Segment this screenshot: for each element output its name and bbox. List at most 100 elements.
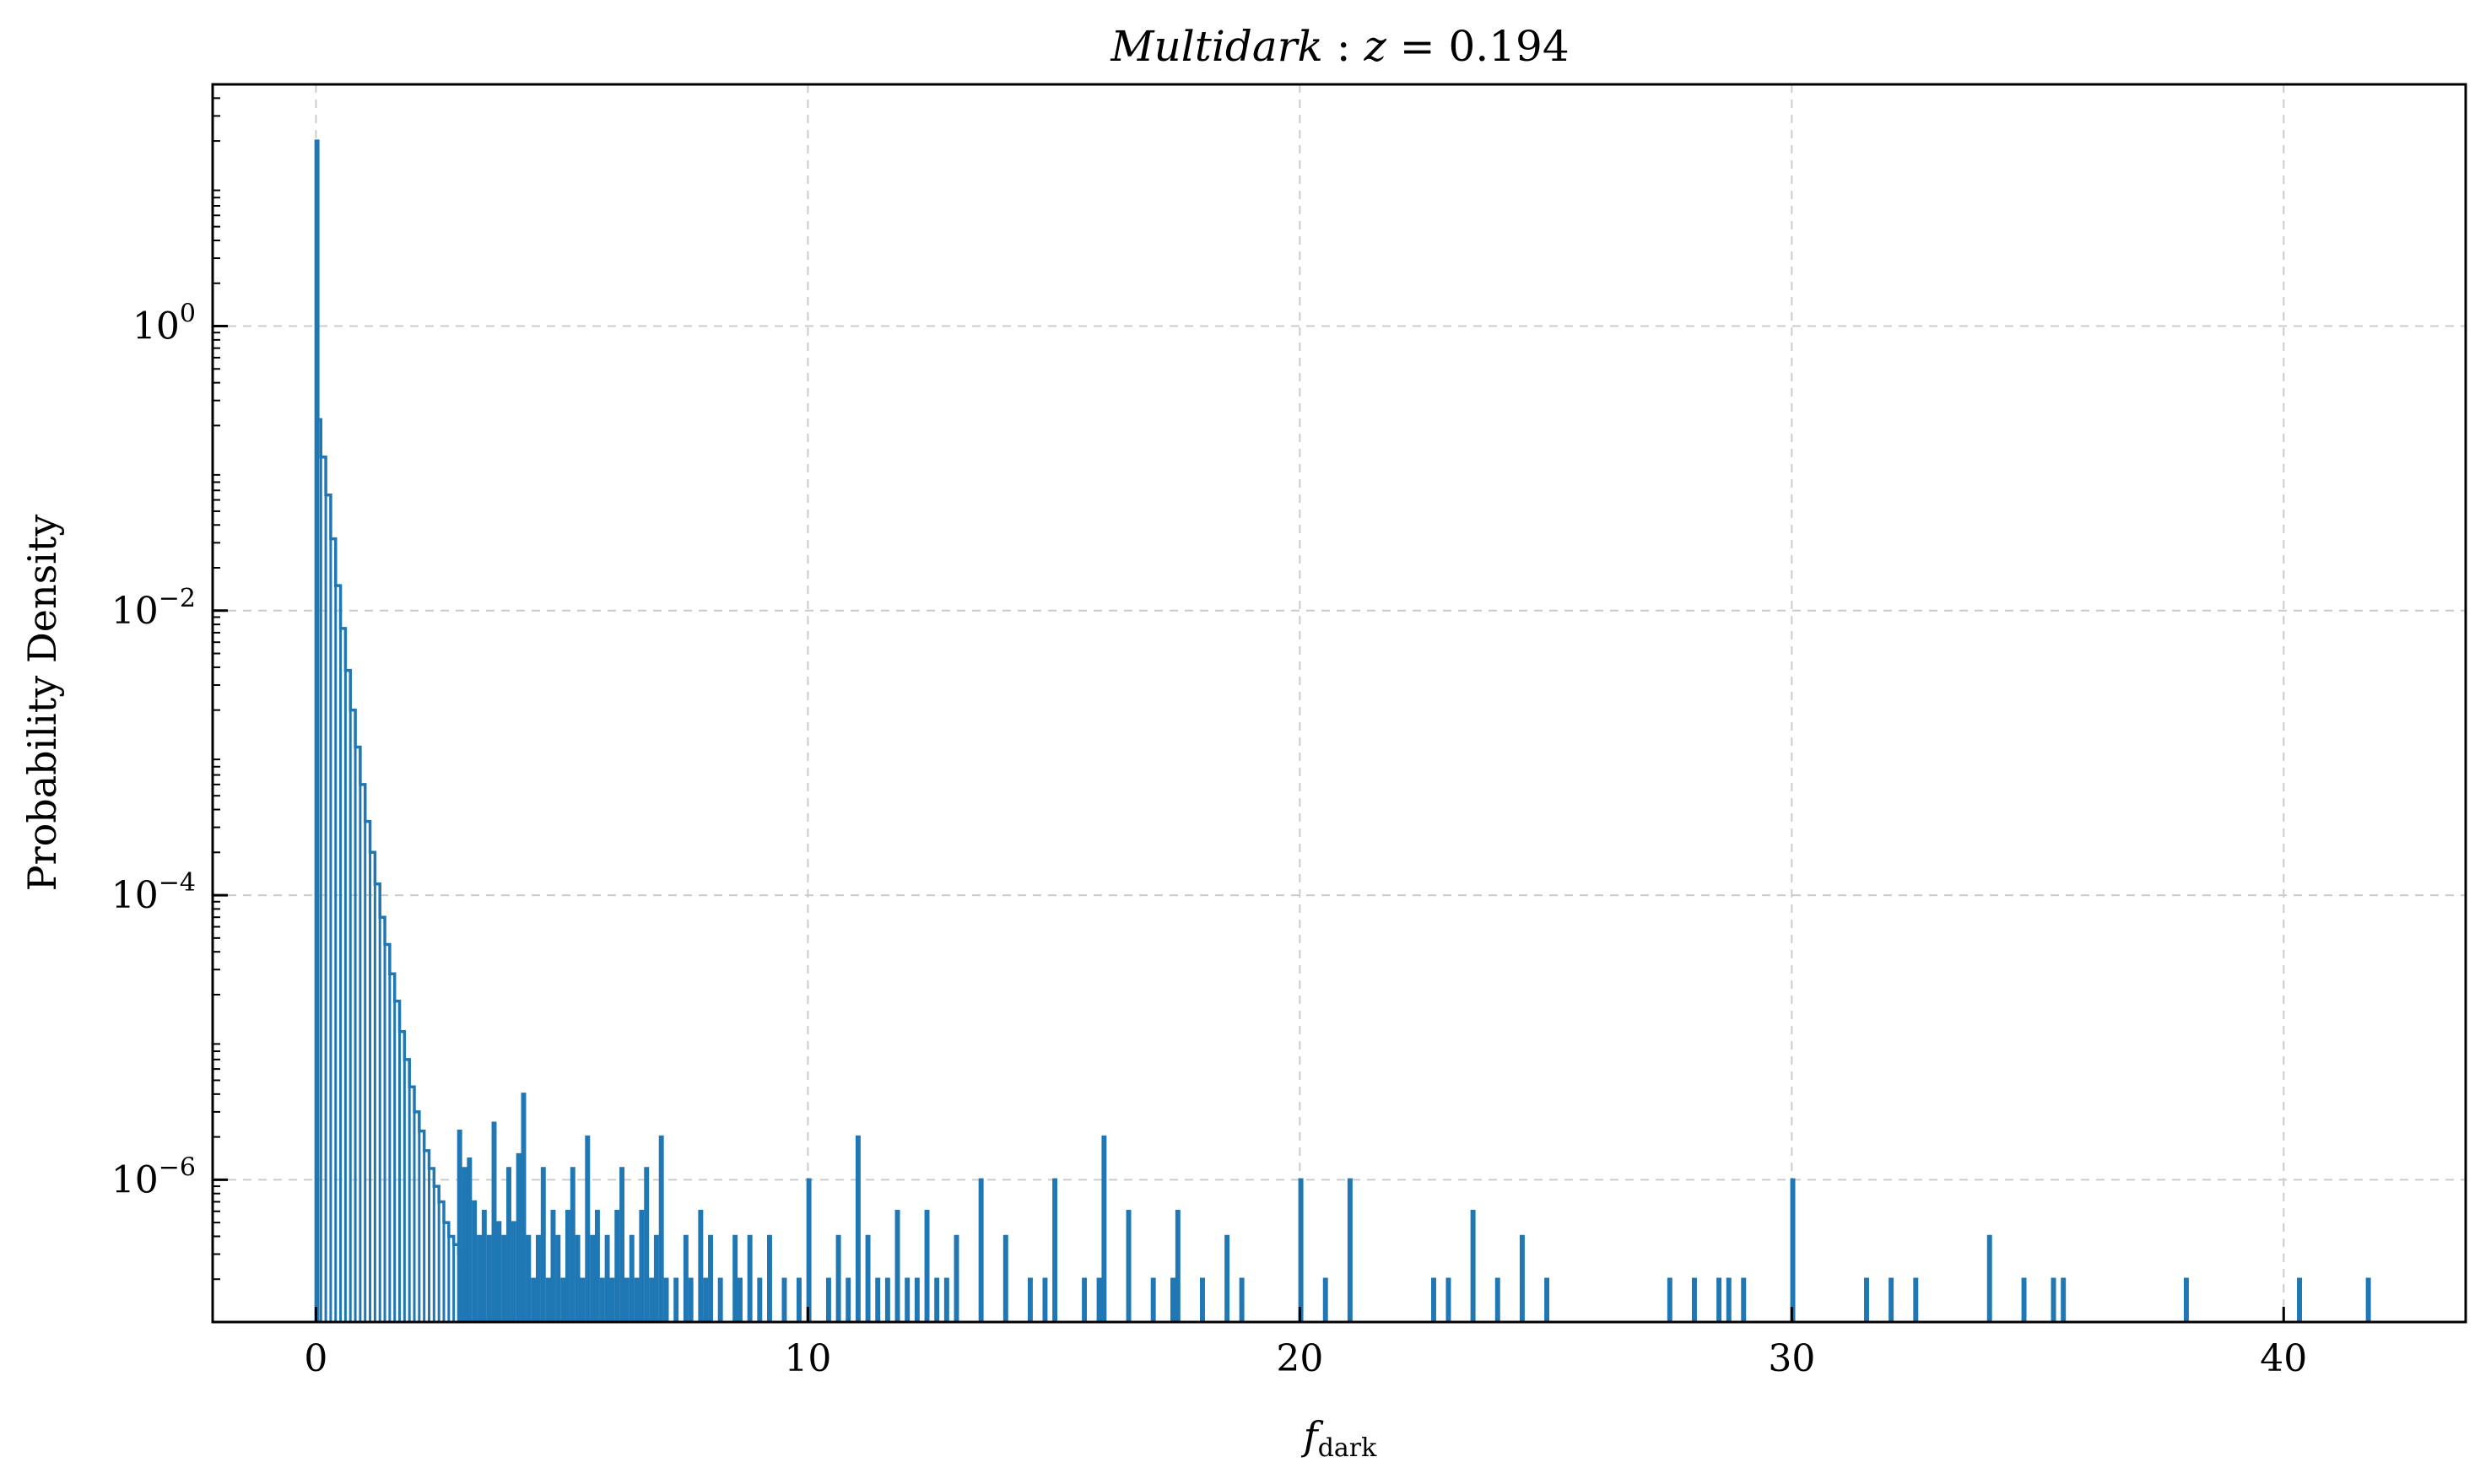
- histogram-bar-tail: [1494, 1277, 1500, 1322]
- histogram-bar-tail: [1726, 1277, 1732, 1322]
- histogram-bar-tail: [624, 1277, 630, 1322]
- histogram-bar-tail: [698, 1210, 704, 1322]
- histogram-bar-tail: [875, 1277, 881, 1322]
- histogram-bar-tail: [457, 1129, 462, 1322]
- histogram-bar-tail: [835, 1234, 841, 1322]
- histogram-bar-tail: [703, 1277, 709, 1322]
- histogram-bar-tail: [590, 1234, 596, 1322]
- histogram-bar-tail: [747, 1234, 753, 1322]
- x-tick-label-20: 20: [1276, 1337, 1323, 1380]
- histogram-bar-tail: [1986, 1234, 1992, 1322]
- histogram-bar-tail: [1716, 1277, 1722, 1322]
- histogram-bar-tail: [496, 1221, 502, 1322]
- histogram-bar-tail: [2297, 1277, 2302, 1322]
- histogram-bar-tail: [1082, 1277, 1088, 1322]
- histogram-bar-tail: [1042, 1277, 1048, 1322]
- y-tick-label-1: 10−2: [111, 584, 196, 633]
- histogram-bar-tail: [1889, 1277, 1894, 1322]
- histogram-bar-tail: [1741, 1277, 1747, 1322]
- histogram-bar-tail: [825, 1277, 831, 1322]
- histogram-bar-tail: [467, 1157, 473, 1322]
- y-tick-label-0: 100: [132, 299, 196, 348]
- histogram-bars: [314, 139, 2371, 1322]
- histogram-bar-tail: [2051, 1277, 2056, 1322]
- histogram-bar-tail: [673, 1277, 679, 1322]
- x-tick-label-10: 10: [784, 1337, 831, 1380]
- histogram-bar-tail: [767, 1234, 772, 1322]
- histogram-bar-tail: [565, 1210, 570, 1322]
- histogram-bar-tail: [1175, 1210, 1181, 1322]
- chart-title-variable: z: [1363, 22, 1386, 71]
- histogram-bar-tail: [599, 1277, 605, 1322]
- histogram-bar-tail: [943, 1277, 949, 1322]
- histogram-bar-tail: [717, 1277, 723, 1322]
- histogram-bar-tail: [1445, 1277, 1451, 1322]
- histogram-bar-tail: [629, 1234, 635, 1322]
- chart-title: Multidark : z = 0.194: [1110, 22, 1569, 71]
- y-axis-label: Probability Density: [19, 515, 65, 892]
- histogram-bar-tail: [865, 1234, 871, 1322]
- grid-lines: [213, 84, 2466, 1322]
- y-tick-label-2: 10−4: [111, 868, 196, 917]
- histogram-bar-tail: [1470, 1210, 1476, 1322]
- histogram-bar-tail: [545, 1277, 551, 1322]
- histogram-bar-tail: [481, 1210, 487, 1322]
- chart-title-separator: :: [1323, 22, 1364, 71]
- histogram-bar-tail: [477, 1234, 482, 1322]
- histogram-bar-tail: [2061, 1277, 2067, 1322]
- histogram-bar-tail: [585, 1135, 591, 1322]
- histogram-bar-tail: [894, 1210, 900, 1322]
- histogram-bar-tail: [757, 1277, 763, 1322]
- histogram-bar-tail: [905, 1277, 910, 1322]
- histogram-bar-tail: [934, 1277, 940, 1322]
- histogram-bar-tail: [1519, 1234, 1525, 1322]
- histogram-bar-tail: [978, 1178, 984, 1322]
- histogram-bar-tail: [486, 1234, 492, 1322]
- histogram-bar-tail: [732, 1234, 738, 1322]
- chart-title-equals: =: [1386, 22, 1449, 71]
- histogram-bar-tail: [560, 1277, 566, 1322]
- plot-frame: [211, 83, 2467, 1324]
- histogram-bar-tail: [1431, 1277, 1436, 1322]
- histogram-bar-tail: [506, 1167, 511, 1322]
- histogram-bar-tail: [1200, 1277, 1205, 1322]
- histogram-bar-tail: [570, 1167, 575, 1322]
- x-tick-label-0: 0: [304, 1337, 327, 1380]
- histogram-bar-tail: [2365, 1277, 2371, 1322]
- histogram-bar-tail: [555, 1234, 561, 1322]
- histogram-bar-tail: [609, 1277, 615, 1322]
- histogram-bar-tail: [531, 1277, 537, 1322]
- histogram-bar-tail: [924, 1210, 930, 1322]
- histogram-bar-tail: [516, 1152, 521, 1322]
- histogram-bar-tail: [540, 1167, 546, 1322]
- histogram-bar-tail: [462, 1167, 467, 1322]
- x-tick-label-30: 30: [1768, 1337, 1815, 1380]
- histogram-bar-tail: [683, 1234, 689, 1322]
- histogram-bar-tail: [649, 1277, 655, 1322]
- histogram-bar-tail: [1691, 1277, 1697, 1322]
- histogram-bar-tail: [2183, 1277, 2189, 1322]
- chart-title-main: Multidark: [1110, 22, 1323, 71]
- histogram-bar-tail: [614, 1210, 620, 1322]
- histogram-bar-tail: [796, 1277, 802, 1322]
- histogram-bar-tail: [619, 1167, 625, 1322]
- histogram-bar-tail: [580, 1277, 586, 1322]
- histogram-bar-tail: [604, 1234, 610, 1322]
- x-tick-label-40: 40: [2260, 1337, 2307, 1380]
- histogram-bar-tail: [1544, 1277, 1550, 1322]
- histogram-bar-tail: [1002, 1234, 1008, 1322]
- histogram-bar-tail: [1101, 1135, 1107, 1322]
- histogram-bar-tail: [1150, 1277, 1156, 1322]
- histogram-bar-tail: [1052, 1178, 1058, 1322]
- histogram-bar-tail: [1027, 1277, 1033, 1322]
- histogram-bar-tail: [738, 1277, 743, 1322]
- histogram-bar-tail: [644, 1167, 650, 1322]
- histogram-bar-tail: [688, 1277, 694, 1322]
- histogram-bar-tail: [781, 1277, 787, 1322]
- histogram-bar-tail: [855, 1135, 861, 1322]
- x-axis-label: fdark: [1301, 1413, 1377, 1463]
- histogram-bar-tail: [806, 1178, 812, 1322]
- histogram-bar-tail: [501, 1234, 507, 1322]
- histogram-bar-tail: [1347, 1178, 1353, 1322]
